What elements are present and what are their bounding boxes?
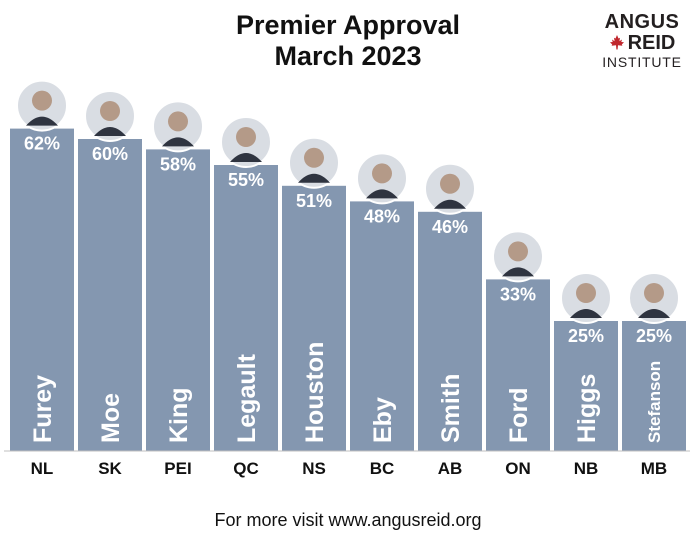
value-label-ns: 51%: [296, 191, 332, 211]
photo-head-ab: [440, 173, 460, 194]
chart-title: Premier Approval March 2023: [0, 10, 696, 72]
bar-mb: [622, 321, 686, 451]
value-label-bc: 48%: [364, 206, 400, 226]
logo-line-1: ANGUS: [604, 11, 680, 33]
photo-head-mb: [644, 283, 664, 303]
photo-head-bc: [372, 163, 392, 184]
title-line-2: March 2023: [274, 41, 422, 71]
bar-bc: [350, 201, 414, 451]
photo-head-nb: [576, 283, 596, 303]
premier-name-pei: King: [165, 387, 193, 443]
photo-head-nl: [32, 90, 52, 111]
premier-name-nb: Higgs: [573, 374, 601, 443]
value-label-nl: 62%: [24, 134, 60, 154]
premier-name-qc: Legault: [233, 353, 261, 443]
logo-line-2-wrap: REID: [596, 32, 688, 54]
photo-body-bc: [366, 189, 398, 199]
logo-line-3: INSTITUTE: [602, 54, 682, 70]
value-label-qc: 55%: [228, 170, 264, 190]
premier-name-ab: Smith: [437, 374, 465, 443]
value-label-sk: 60%: [92, 144, 128, 164]
bar-nb: [554, 321, 618, 451]
photo-body-nb: [570, 309, 602, 318]
category-label-ns: NS: [302, 459, 326, 478]
photo-body-pei: [162, 137, 194, 147]
premier-name-on: Ford: [505, 387, 533, 443]
category-label-pei: PEI: [164, 459, 191, 478]
title-line-1: Premier Approval: [235, 10, 461, 40]
bar-ab: [418, 211, 482, 451]
value-label-ab: 46%: [432, 217, 468, 237]
photo-body-nl: [26, 116, 58, 126]
photo-body-mb: [638, 309, 670, 318]
bar-pei: [146, 149, 210, 451]
premier-name-sk: Moe: [97, 393, 125, 443]
photo-body-qc: [230, 153, 262, 162]
photo-head-qc: [236, 127, 256, 147]
premier-name-bc: Eby: [369, 397, 397, 443]
category-label-on: ON: [505, 459, 531, 478]
value-label-on: 33%: [500, 284, 536, 304]
category-label-nb: NB: [574, 459, 599, 478]
value-label-nb: 25%: [568, 326, 604, 346]
photo-head-ns: [304, 147, 324, 168]
footer-link-text[interactable]: For more visit www.angusreid.org: [214, 510, 482, 530]
premier-name-nl: Furey: [29, 375, 57, 443]
angus-reid-logo: ANGUS REID INSTITUTE: [596, 12, 688, 70]
photo-head-pei: [168, 111, 188, 132]
photo-body-on: [502, 267, 534, 277]
bar-ns: [282, 185, 346, 452]
category-label-nl: NL: [31, 459, 54, 478]
category-label-ab: AB: [438, 459, 463, 478]
premier-name-ns: Houston: [301, 342, 329, 443]
premier-name-mb: Stefanson: [645, 361, 664, 443]
value-label-mb: 25%: [636, 326, 672, 346]
bar-sk: [78, 139, 142, 451]
maple-leaf-icon: [609, 35, 624, 50]
photo-head-on: [508, 241, 528, 262]
category-label-qc: QC: [233, 459, 259, 478]
photo-body-ab: [434, 199, 466, 209]
value-label-pei: 58%: [160, 154, 196, 174]
category-label-bc: BC: [370, 459, 395, 478]
bar-on: [486, 279, 550, 451]
category-label-mb: MB: [641, 459, 667, 478]
photo-head-sk: [100, 101, 120, 121]
photo-body-sk: [94, 127, 126, 136]
category-label-sk: SK: [98, 459, 122, 478]
bar-nl: [10, 128, 74, 451]
logo-line-2: REID: [627, 32, 676, 54]
photo-body-ns: [298, 173, 330, 183]
bar-qc: [214, 165, 278, 451]
